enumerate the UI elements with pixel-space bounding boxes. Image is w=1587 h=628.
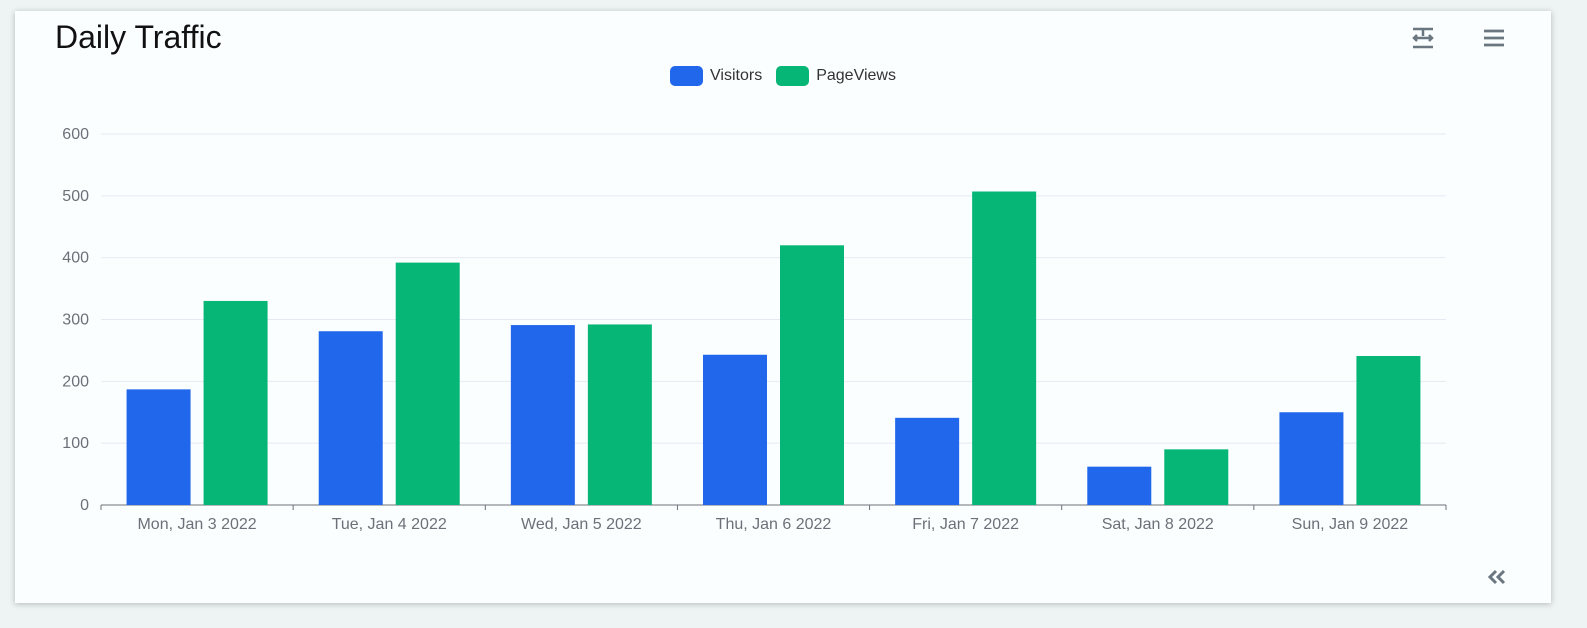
x-tick-label: Tue, Jan 4 2022 (332, 516, 447, 533)
bar-visitors[interactable] (895, 417, 960, 505)
chart-card: Daily Traffic Visitors PageViews 0 100 200… (15, 11, 1551, 603)
chart-legend: Visitors PageViews (15, 66, 1551, 86)
data-view-icon (1412, 27, 1434, 49)
chart-plot: 0 100 200 300 400 500 600 Mon, Jan 3 2022 Tue, J… (62, 126, 1447, 533)
bar-visitors[interactable] (126, 389, 191, 505)
x-tick-label: Sat, Jan 8 2022 (1102, 516, 1214, 533)
bar-visitors[interactable] (703, 354, 767, 505)
legend-label-visitors: Visitors (710, 67, 763, 84)
bar-visitors[interactable] (1087, 466, 1152, 505)
x-tick-label: Sun, Jan 9 2022 (1292, 516, 1409, 533)
bar-visitors[interactable] (1279, 412, 1344, 505)
bar-pageviews[interactable] (1164, 449, 1229, 505)
y-tick-label: 500 (62, 188, 89, 205)
menu-button[interactable] (1480, 24, 1508, 52)
bar-visitors[interactable] (318, 331, 383, 505)
bar-visitors[interactable] (510, 325, 575, 505)
x-tick-label: Wed, Jan 5 2022 (521, 516, 642, 533)
y-tick-label: 400 (62, 250, 89, 267)
y-tick-label: 200 (62, 373, 89, 390)
legend-label-pageviews: PageViews (816, 67, 896, 84)
x-tick-label: Fri, Jan 7 2022 (912, 516, 1019, 533)
legend-swatch-visitors (670, 66, 704, 86)
y-tick-label: 300 (62, 312, 89, 329)
y-tick-label: 600 (62, 126, 89, 143)
double-chevron-left-icon (1487, 569, 1506, 585)
y-tick-label: 0 (80, 497, 89, 514)
bar-pageviews[interactable] (780, 245, 844, 506)
data-view-button[interactable] (1409, 24, 1437, 52)
bar-pageviews[interactable] (1356, 355, 1421, 505)
x-tick-label: Mon, Jan 3 2022 (137, 516, 256, 533)
bar-pageviews[interactable] (395, 262, 460, 505)
bar-pageviews[interactable] (203, 300, 268, 505)
legend-swatch-pageviews (776, 66, 810, 86)
x-tick-label: Thu, Jan 6 2022 (716, 516, 832, 533)
bar-pageviews[interactable] (587, 324, 652, 505)
y-tick-label: 100 (62, 435, 89, 452)
hamburger-menu-icon (1484, 29, 1504, 47)
legend-item-visitors[interactable]: Visitors (670, 66, 762, 86)
legend-item-pageviews[interactable]: PageViews (776, 66, 896, 86)
collapse-button[interactable] (1483, 563, 1511, 591)
bar-pageviews[interactable] (972, 191, 1037, 505)
chart-title: Daily Traffic (55, 19, 222, 55)
